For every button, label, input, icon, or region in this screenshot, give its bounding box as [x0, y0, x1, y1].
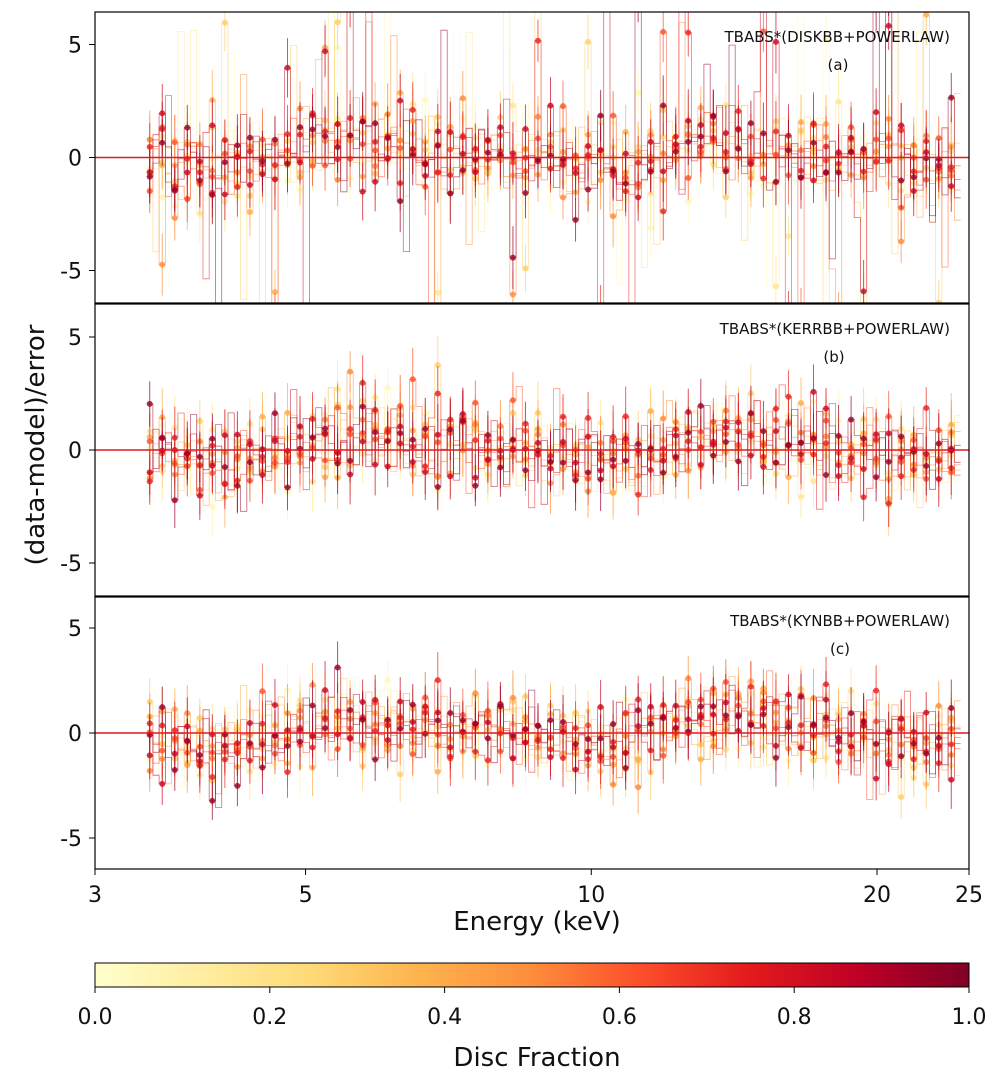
panel-b-y-axis: 5 0 -5: [60, 326, 95, 577]
panel-c-residuals: [146, 641, 961, 820]
y-tick-label: 0: [68, 147, 82, 172]
x-tick-label: 25: [955, 883, 983, 908]
residual-point: [272, 316, 278, 322]
panel-a-residuals: [146, 0, 961, 339]
colorbar-tick-label: 1.0: [952, 1005, 987, 1030]
residual-spectrum: [146, 378, 961, 529]
colorbar-tick-label: 0.6: [602, 1005, 637, 1030]
residual-step-line: [146, 12, 961, 303]
y-tick-label: 5: [68, 617, 82, 642]
colorbar-tick-label: 0.4: [427, 1005, 462, 1030]
panel-c-model-title: TBABS*(KYNBB+POWERLAW): [729, 612, 950, 630]
y-tick-label: 0: [68, 439, 82, 464]
y-axis-label: (data-model)/error: [21, 324, 51, 565]
residual-point: [785, 314, 791, 320]
residual-step-line: [146, 667, 961, 802]
panel-a-y-axis: 5 0 -5: [60, 34, 95, 285]
panel-c-label: (c): [830, 640, 850, 658]
residual-spectrum: [146, 0, 961, 303]
panel-b-model-title: TBABS*(KERRBB+POWERLAW): [719, 320, 950, 338]
residual-spectrum: [146, 0, 961, 303]
residual-point: [873, 0, 879, 6]
y-tick-label: 0: [68, 722, 82, 747]
panel-a: TBABS*(DISKBB+POWERLAW) (a) 5 0 -5: [60, 0, 970, 339]
residual-point: [798, 313, 804, 319]
panel-c-y-axis: 5 0 -5: [60, 617, 95, 852]
y-tick-label: -5: [60, 552, 82, 577]
x-axis: 3 5 10 20 25: [88, 869, 983, 908]
panel-c: TBABS*(KYNBB+POWERLAW) (c) 5 0 -5: [60, 596, 970, 870]
residual-step-line: [146, 684, 961, 808]
y-tick-label: -5: [60, 260, 82, 285]
panel-a-label: (a): [828, 56, 849, 74]
colorbar: 0.0 0.2 0.4 0.6 0.8 1.0 Disc Fraction: [78, 962, 987, 1073]
colorbar-gradient: [94, 962, 970, 988]
panel-a-model-title: TBABS*(DISKBB+POWERLAW): [723, 28, 950, 46]
x-tick-label: 3: [88, 883, 102, 908]
y-tick-label: 5: [68, 34, 82, 59]
colorbar-ticks: 0.0 0.2 0.4 0.6 0.8 1.0: [78, 987, 987, 1030]
residual-point: [259, 333, 265, 339]
residual-step-line: [146, 403, 961, 512]
residual-step-line: [146, 12, 961, 303]
residual-point: [598, 304, 604, 310]
y-tick-label: 5: [68, 326, 82, 351]
x-tick-label: 10: [577, 883, 605, 908]
colorbar-tick-label: 0.8: [777, 1005, 812, 1030]
x-tick-label: 20: [863, 883, 891, 908]
colorbar-tick-label: 0.0: [78, 1005, 113, 1030]
colorbar-label: Disc Fraction: [453, 1043, 620, 1073]
colorbar-tick-label: 0.2: [252, 1005, 287, 1030]
y-tick-label: -5: [60, 827, 82, 852]
residual-point: [935, 299, 942, 303]
panel-b: TBABS*(KERRBB+POWERLAW) (b) 5 0 -5: [60, 303, 970, 597]
panel-b-label: (b): [823, 348, 844, 366]
x-axis-label: Energy (keV): [453, 907, 621, 937]
x-tick-label: 5: [299, 883, 313, 908]
residual-point: [347, 0, 353, 4]
